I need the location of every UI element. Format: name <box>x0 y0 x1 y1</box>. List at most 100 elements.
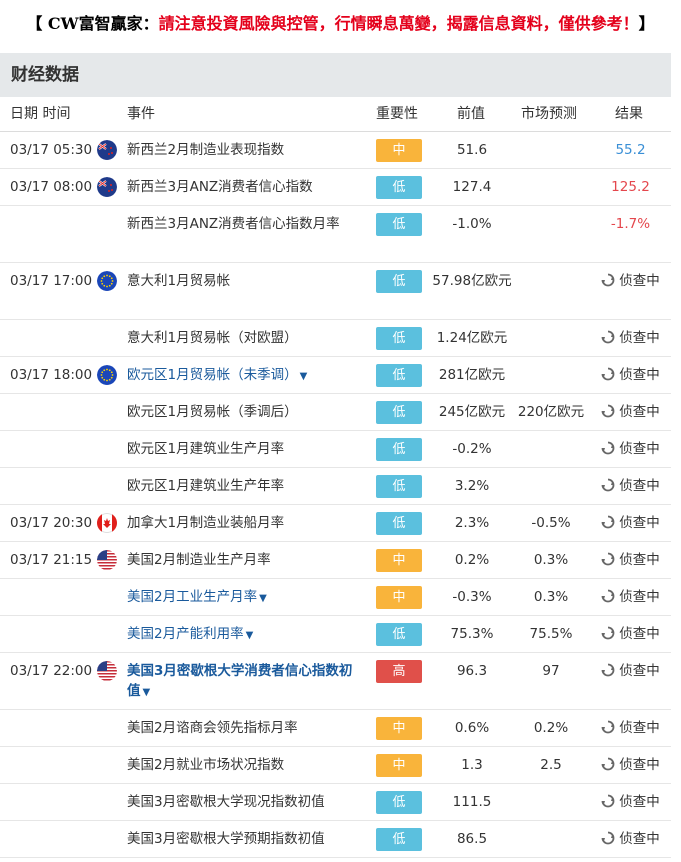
event-name[interactable]: 美国2月产能利用率 ▼ <box>127 616 365 646</box>
result-pending: 侦查中 <box>590 320 671 348</box>
refresh-icon <box>601 478 615 492</box>
importance-badge: 低 <box>376 512 422 535</box>
data-table-body: 03/17 05:30 新西兰2月制造业表现指数中 51.6 55.2 03/17 08… <box>0 132 671 858</box>
refresh-icon <box>601 273 615 287</box>
result-pending: 侦查中 <box>590 747 671 775</box>
result-pending: 侦查中 <box>590 431 671 459</box>
header-importance: 重要性 <box>376 106 418 122</box>
importance-badge: 低 <box>376 270 422 293</box>
event-name: 新西兰2月制造业表现指数 <box>127 132 365 160</box>
previous-value: 86.5 <box>456 831 488 847</box>
event-time <box>10 320 95 328</box>
event-name-text: 欧元区1月建筑业生产月率 <box>127 441 285 457</box>
result-pending: 侦查中 <box>590 653 671 681</box>
importance-badge: 低 <box>376 791 422 814</box>
table-row: 新西兰3月ANZ消费者信心指数月率 低 -1.0% -1.7% <box>0 206 671 263</box>
event-time: 03/17 20:30 <box>10 515 93 531</box>
table-row: 意大利1月贸易帐（对欧盟） 低 1.24亿欧元 侦查中 <box>0 320 671 357</box>
forecast-value <box>514 357 588 365</box>
previous-value: 281亿欧元 <box>438 367 506 383</box>
table-row: 美国3月密歇根大学现况指数初值 低 111.5 侦查中 <box>0 784 671 821</box>
result-value: 侦查中 <box>619 273 660 289</box>
event-time <box>10 431 95 439</box>
result-value: 125.2 <box>611 179 650 195</box>
result-pending: 侦查中 <box>590 505 671 533</box>
result-pending: 侦查中 <box>590 616 671 644</box>
forecast-value <box>514 784 588 792</box>
refresh-icon <box>601 589 615 603</box>
event-name: 意大利1月贸易帐 <box>127 263 365 291</box>
result-value: 侦查中 <box>619 552 660 568</box>
refresh-icon <box>601 330 615 344</box>
ca-flag-icon <box>97 513 117 533</box>
event-name-text: 新西兰2月制造业表现指数 <box>127 142 285 158</box>
importance-badge: 低 <box>376 475 422 498</box>
chevron-down-icon[interactable]: ▼ <box>245 630 254 641</box>
table-row: 美国2月谘商会领先指标月率 中 0.6% 0.2% 侦查中 <box>0 710 671 747</box>
forecast-value <box>514 320 588 328</box>
table-row: 美国2月就业市场状况指数 中 1.3 2.5 侦查中 <box>0 747 671 784</box>
result-value: 侦查中 <box>619 441 660 457</box>
result-pending: 侦查中 <box>590 263 671 291</box>
event-name[interactable]: 美国2月工业生产月率 ▼ <box>127 579 365 609</box>
event-name[interactable]: 欧元区1月贸易帐（未季调） ▼ <box>127 357 365 387</box>
event-name-text: 美国2月产能利用率 <box>127 626 244 642</box>
forecast-value <box>514 431 588 439</box>
result-value: 侦查中 <box>619 757 660 773</box>
result-pending: 侦查中 <box>590 542 671 570</box>
previous-value: 2.3% <box>454 515 490 531</box>
importance-badge: 低 <box>376 401 422 424</box>
event-name-text: 美国2月谘商会领先指标月率 <box>127 720 298 736</box>
event-name-text: 意大利1月贸易帐 <box>127 273 231 289</box>
result-value: 侦查中 <box>619 515 660 531</box>
refresh-icon <box>601 794 615 808</box>
previous-value: 0.2% <box>454 552 490 568</box>
chevron-down-icon[interactable]: ▼ <box>299 371 308 382</box>
event-time: 03/17 08:00 <box>10 179 93 195</box>
importance-badge: 中 <box>376 717 422 740</box>
forecast-value: 2.5 <box>540 757 562 773</box>
nz-flag-icon <box>97 140 117 160</box>
event-name[interactable]: 美国3月密歇根大学消费者信心指数初值 ▼ <box>127 653 365 703</box>
result-pending: 侦查中 <box>590 784 671 812</box>
event-name: 美国3月密歇根大学现况指数初值 <box>127 784 365 812</box>
refresh-icon <box>601 552 615 566</box>
importance-badge: 中 <box>376 139 422 162</box>
forecast-value <box>514 821 588 829</box>
event-name: 美国2月制造业生产月率 <box>127 542 365 570</box>
previous-value: -0.2% <box>452 441 492 457</box>
event-name-text: 意大利1月贸易帐（对欧盟） <box>127 330 298 346</box>
event-name-text: 加拿大1月制造业装船月率 <box>127 515 285 531</box>
previous-value: 57.98亿欧元 <box>432 273 512 289</box>
result-pending: 侦查中 <box>590 579 671 607</box>
result-value: 侦查中 <box>619 720 660 736</box>
chevron-down-icon[interactable]: ▼ <box>259 593 267 604</box>
forecast-value: 97 <box>542 663 560 679</box>
chevron-down-icon[interactable]: ▼ <box>142 687 151 698</box>
event-name-text: 美国3月密歇根大学预期指数初值 <box>127 831 325 847</box>
section-title: 财经数据 <box>0 53 671 97</box>
importance-badge: 中 <box>376 586 422 609</box>
event-name: 欧元区1月贸易帐（季调后） <box>127 394 365 422</box>
result-pending: 侦查中 <box>590 468 671 496</box>
previous-value: 51.6 <box>456 142 488 158</box>
result-value: 侦查中 <box>619 626 660 642</box>
event-name: 美国2月就业市场状况指数 <box>127 747 365 775</box>
event-time <box>10 468 95 476</box>
event-time: 03/17 22:00 <box>10 663 93 679</box>
previous-value: 1.24亿欧元 <box>436 330 508 346</box>
result-value: 侦查中 <box>619 478 660 494</box>
event-time: 03/17 21:15 <box>10 552 93 568</box>
table-row: 欧元区1月贸易帐（季调后） 低 245亿欧元 220亿欧元 侦查中 <box>0 394 671 431</box>
forecast-value: -0.5% <box>531 515 571 531</box>
result-value: 侦查中 <box>619 330 660 346</box>
event-name: 美国2月谘商会领先指标月率 <box>127 710 365 738</box>
table-row: 美国2月工业生产月率 ▼ 中 -0.3% 0.3% 侦查中 <box>0 579 671 616</box>
header-previous: 前值 <box>457 106 485 122</box>
header-event: 事件 <box>127 106 155 122</box>
event-time: 03/17 05:30 <box>10 142 93 158</box>
banner-warning: 請注意投資風險與控管，行情瞬息萬變，揭露信息資料，僅供參考！ <box>158 14 639 33</box>
importance-badge: 高 <box>376 660 422 683</box>
refresh-icon <box>601 626 615 640</box>
event-time <box>10 784 95 792</box>
